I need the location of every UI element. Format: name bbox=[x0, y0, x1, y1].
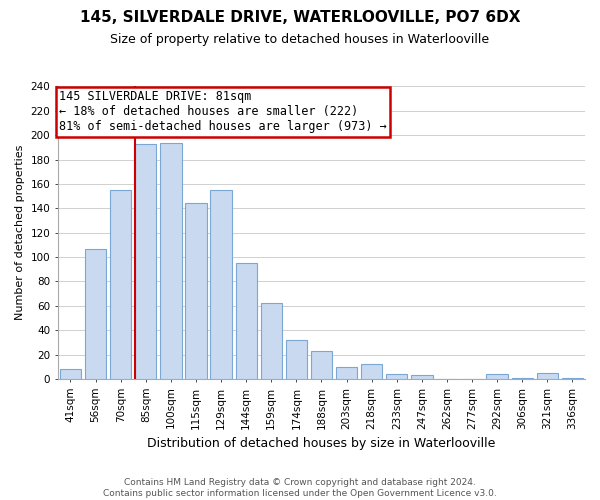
Bar bbox=[211, 190, 232, 379]
X-axis label: Distribution of detached houses by size in Waterlooville: Distribution of detached houses by size … bbox=[147, 437, 496, 450]
Text: 145, SILVERDALE DRIVE, WATERLOOVILLE, PO7 6DX: 145, SILVERDALE DRIVE, WATERLOOVILLE, PO… bbox=[80, 10, 520, 25]
Bar bbox=[135, 144, 157, 379]
Bar bbox=[110, 190, 131, 379]
Text: 145 SILVERDALE DRIVE: 81sqm
← 18% of detached houses are smaller (222)
81% of se: 145 SILVERDALE DRIVE: 81sqm ← 18% of det… bbox=[59, 90, 387, 133]
Bar bbox=[286, 340, 307, 379]
Bar bbox=[85, 248, 106, 379]
Bar bbox=[487, 374, 508, 379]
Text: Contains HM Land Registry data © Crown copyright and database right 2024.
Contai: Contains HM Land Registry data © Crown c… bbox=[103, 478, 497, 498]
Bar bbox=[160, 142, 182, 379]
Bar bbox=[562, 378, 583, 379]
Y-axis label: Number of detached properties: Number of detached properties bbox=[15, 145, 25, 320]
Bar bbox=[512, 378, 533, 379]
Bar bbox=[411, 375, 433, 379]
Bar bbox=[536, 373, 558, 379]
Bar bbox=[386, 374, 407, 379]
Text: Size of property relative to detached houses in Waterlooville: Size of property relative to detached ho… bbox=[110, 32, 490, 46]
Bar bbox=[311, 351, 332, 379]
Bar bbox=[361, 364, 382, 379]
Bar bbox=[260, 304, 282, 379]
Bar bbox=[336, 366, 357, 379]
Bar bbox=[60, 369, 81, 379]
Bar bbox=[236, 263, 257, 379]
Bar bbox=[185, 204, 206, 379]
